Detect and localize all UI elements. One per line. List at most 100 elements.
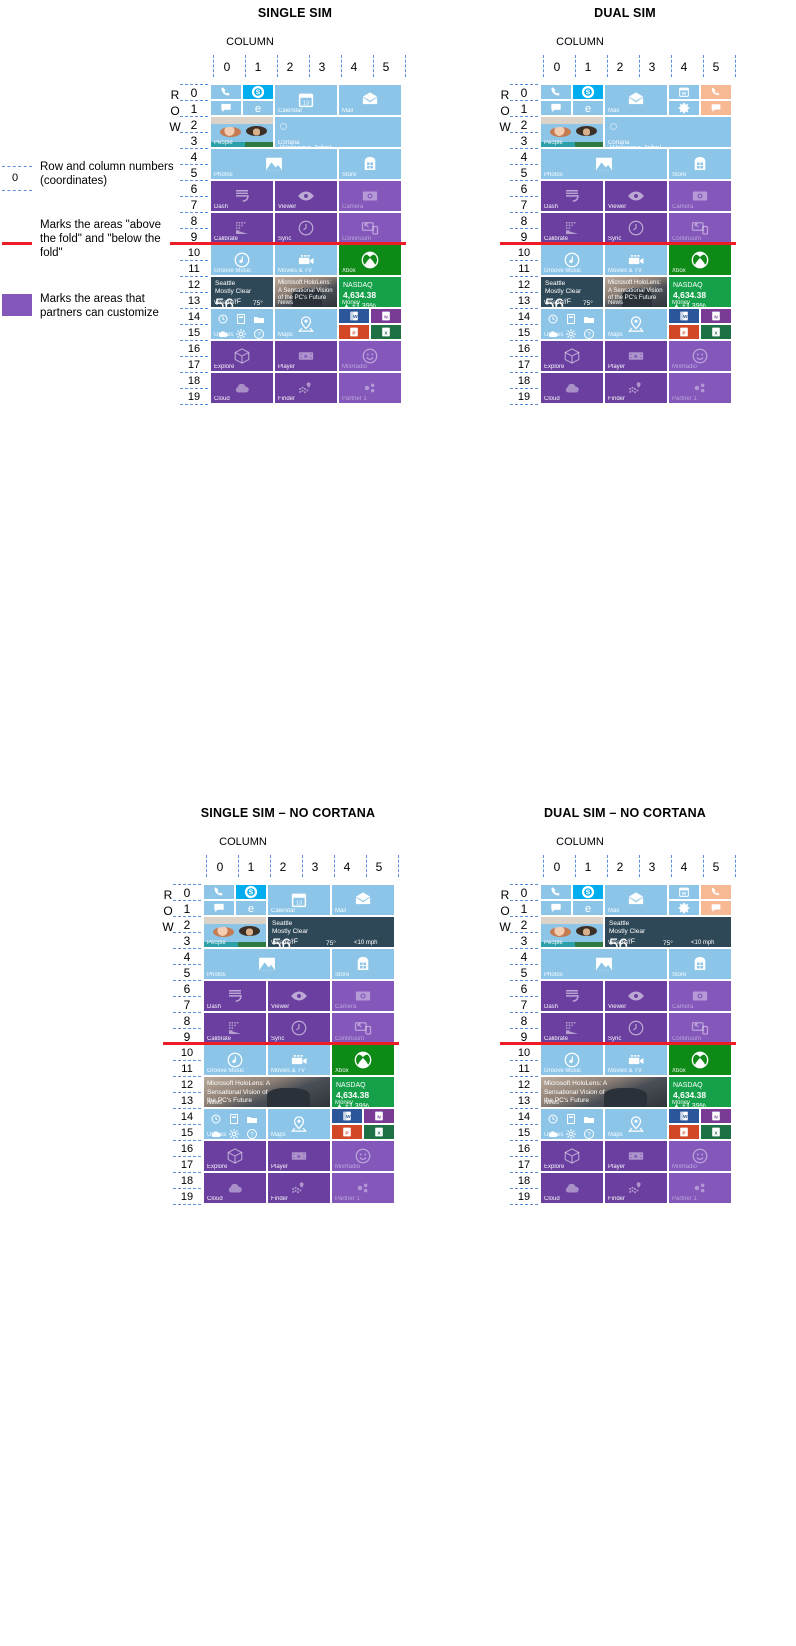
tile-continuum[interactable]: Continuum — [332, 1013, 394, 1043]
tile-mail[interactable]: Mail — [332, 885, 394, 915]
tile-cortana[interactable]: Welcome John!How can I help you today?Co… — [275, 117, 401, 147]
tile-calibrate[interactable]: Calibrate — [204, 1013, 266, 1043]
tile-photos[interactable]: Photos — [541, 149, 667, 179]
tile-camera[interactable]: Camera — [332, 981, 394, 1011]
tile-calendar[interactable]: 13 Calendar — [268, 885, 330, 915]
tile-edge[interactable]: e — [573, 101, 603, 115]
tile-cloud[interactable]: Cloud — [541, 373, 603, 403]
tile-messaging[interactable] — [541, 101, 571, 115]
tile-people[interactable]: People — [204, 917, 266, 947]
tile-partner[interactable]: Partner 1 — [339, 373, 401, 403]
tile-movies[interactable]: Movies & TV — [275, 245, 337, 275]
tile-powerpoint[interactable]: P — [669, 1125, 699, 1139]
tile-excel[interactable]: X — [371, 325, 401, 339]
tile-phone[interactable] — [541, 885, 571, 899]
tile-photos[interactable]: Photos — [204, 949, 330, 979]
tile-mixradio[interactable]: MixRadio — [669, 341, 731, 371]
tile-powerpoint[interactable]: P — [669, 325, 699, 339]
tile-maps[interactable]: Maps — [268, 1109, 330, 1139]
tile-explore[interactable]: Explore — [541, 341, 603, 371]
tile-continuum[interactable]: Continuum — [339, 213, 401, 243]
tile-excel[interactable]: X — [364, 1125, 394, 1139]
tile-maps[interactable]: Maps — [275, 309, 337, 339]
tile-xbox[interactable]: Xbox — [669, 1045, 731, 1075]
tile-people[interactable]: People — [541, 917, 603, 947]
tile-news[interactable]: Microsoft HoloLens: A Sensational Vision… — [605, 277, 667, 307]
tile-mail[interactable]: Mail — [339, 85, 401, 115]
tile-cortana[interactable]: Welcome John!How can I help you today?Co… — [605, 117, 731, 147]
tile-news[interactable]: Microsoft HoloLens: A Sensational Vision… — [541, 1077, 667, 1107]
tile-photos[interactable]: Photos — [541, 949, 667, 979]
tile-messaging[interactable] — [204, 901, 234, 915]
tile-continuum[interactable]: Continuum — [669, 1013, 731, 1043]
tile-utilities[interactable]: ? Utilities — [541, 1109, 603, 1139]
tile-store[interactable]: Store — [669, 949, 731, 979]
tile-onenote[interactable]: N — [371, 309, 401, 323]
tile-player[interactable]: Player — [268, 1141, 330, 1171]
tile-mixradio[interactable]: MixRadio — [332, 1141, 394, 1171]
tile-people[interactable]: People — [541, 117, 603, 147]
tile-groove[interactable]: Groove Music — [211, 245, 273, 275]
tile-finder[interactable]: Finder — [275, 373, 337, 403]
tile-phone[interactable] — [541, 85, 571, 99]
tile-cloud[interactable]: Cloud — [204, 1173, 266, 1203]
tile-xbox[interactable]: Xbox — [669, 245, 731, 275]
tile-finder[interactable]: Finder — [268, 1173, 330, 1203]
tile-edge[interactable]: e — [236, 901, 266, 915]
tile-onenote[interactable]: N — [701, 1109, 731, 1123]
tile-xbox[interactable]: Xbox — [332, 1045, 394, 1075]
tile-skype[interactable] — [243, 85, 273, 99]
tile-partner[interactable]: Partner 1 — [669, 1173, 731, 1203]
tile-powerpoint[interactable]: P — [339, 325, 369, 339]
tile-utilities[interactable]: ? Utilities — [541, 309, 603, 339]
tile-movies[interactable]: Movies & TV — [268, 1045, 330, 1075]
tile-calibrate[interactable]: Calibrate — [211, 213, 273, 243]
tile-maps[interactable]: Maps — [605, 309, 667, 339]
tile-sync[interactable]: Sync — [268, 1013, 330, 1043]
tile-messaging-2[interactable] — [701, 901, 731, 915]
tile-messaging[interactable] — [541, 901, 571, 915]
tile-phone[interactable] — [211, 85, 241, 99]
tile-phone-2[interactable] — [701, 85, 731, 99]
tile-maps[interactable]: Maps — [605, 1109, 667, 1139]
tile-phone-2[interactable] — [701, 885, 731, 899]
tile-powerpoint[interactable]: P — [332, 1125, 362, 1139]
tile-explore[interactable]: Explore — [541, 1141, 603, 1171]
tile-dash[interactable]: Dash — [211, 181, 273, 211]
tile-utilities[interactable]: ? Utilities — [211, 309, 273, 339]
tile-camera[interactable]: Camera — [669, 181, 731, 211]
tile-movies[interactable]: Movies & TV — [605, 1045, 667, 1075]
tile-excel[interactable]: X — [701, 325, 731, 339]
tile-settings[interactable] — [669, 901, 699, 915]
tile-viewer[interactable]: Viewer — [268, 981, 330, 1011]
tile-xbox[interactable]: Xbox — [339, 245, 401, 275]
tile-calendar[interactable] — [669, 885, 699, 899]
tile-messaging-2[interactable] — [701, 101, 731, 115]
tile-messaging[interactable] — [211, 101, 241, 115]
tile-player[interactable]: Player — [605, 341, 667, 371]
tile-onenote[interactable]: N — [364, 1109, 394, 1123]
tile-settings[interactable] — [669, 101, 699, 115]
tile-cloud[interactable]: Cloud — [541, 1173, 603, 1203]
tile-camera[interactable]: Camera — [339, 181, 401, 211]
tile-groove[interactable]: Groove Music — [541, 1045, 603, 1075]
tile-photos[interactable]: Photos — [211, 149, 337, 179]
tile-mixradio[interactable]: MixRadio — [339, 341, 401, 371]
tile-store[interactable]: Store — [339, 149, 401, 179]
tile-news[interactable]: Microsoft HoloLens: A Sensational Vision… — [275, 277, 337, 307]
tile-store[interactable]: Store — [332, 949, 394, 979]
tile-cloud[interactable]: Cloud — [211, 373, 273, 403]
tile-groove[interactable]: Groove Music — [204, 1045, 266, 1075]
tile-news[interactable]: Microsoft HoloLens: A Sensational Vision… — [204, 1077, 330, 1107]
tile-explore[interactable]: Explore — [211, 341, 273, 371]
tile-viewer[interactable]: Viewer — [605, 981, 667, 1011]
tile-store[interactable]: Store — [669, 149, 731, 179]
tile-dash[interactable]: Dash — [541, 981, 603, 1011]
tile-people[interactable]: People — [211, 117, 273, 147]
